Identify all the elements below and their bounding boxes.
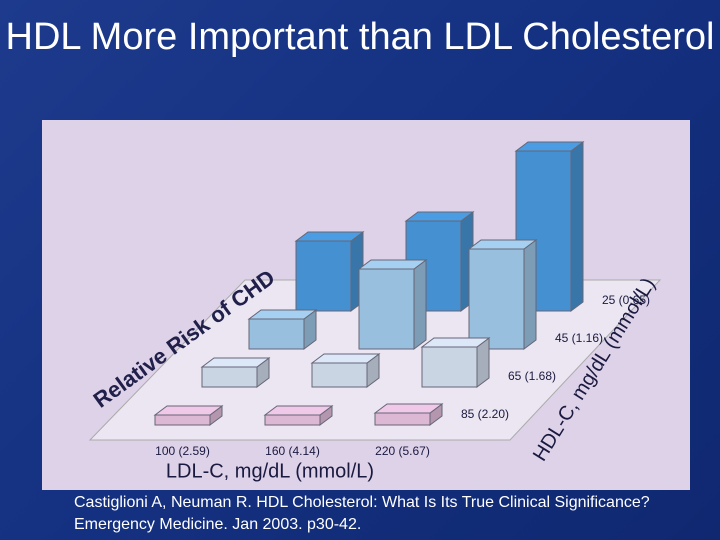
bar-front	[421, 346, 478, 388]
bar-front	[311, 362, 368, 388]
legend-label: 25 (0.65)	[602, 293, 650, 307]
bar	[373, 403, 444, 426]
bar	[357, 259, 428, 350]
legend-label: 45 (1.16)	[555, 331, 603, 345]
legend-label: 85 (2.20)	[461, 407, 509, 421]
bar	[263, 405, 334, 426]
bar-front	[468, 248, 525, 350]
bar	[420, 337, 491, 388]
bar	[200, 357, 271, 388]
bar-front	[358, 268, 415, 350]
bar-top	[294, 231, 365, 242]
bar	[310, 353, 381, 388]
bar-top	[357, 259, 428, 270]
slide-title: HDL More Important than LDL Cholesterol	[5, 16, 715, 58]
bar-front	[374, 412, 431, 426]
x-tick-label: 100 (2.59)	[155, 444, 210, 458]
bar	[153, 405, 224, 426]
bar-side	[570, 141, 584, 312]
bar-top	[153, 405, 224, 416]
bar	[247, 309, 318, 350]
bar-top	[373, 403, 444, 414]
bar-top	[467, 239, 538, 250]
x-axis-label: LDL-C, mg/dL (mmol/L)	[166, 460, 374, 482]
bar-front	[295, 240, 352, 312]
bar-top	[247, 309, 318, 320]
bar	[467, 239, 538, 350]
bar-side	[413, 259, 427, 350]
bar-top	[310, 353, 381, 364]
x-tick-label: 220 (5.67)	[375, 444, 430, 458]
bar-top	[404, 211, 475, 222]
legend-label: 65 (1.68)	[508, 369, 556, 383]
bar-top	[200, 357, 271, 368]
bar-top	[420, 337, 491, 348]
x-tick-label: 160 (4.14)	[265, 444, 320, 458]
citation: Castiglioni A, Neuman R. HDL Cholesterol…	[74, 494, 650, 533]
bar-front	[264, 414, 321, 426]
bar	[294, 231, 365, 312]
bar-front	[201, 366, 258, 388]
bar-front	[248, 318, 305, 350]
bar-top	[263, 405, 334, 416]
bar-front	[154, 414, 211, 426]
bar-side	[523, 239, 537, 350]
bar-top	[514, 141, 585, 152]
